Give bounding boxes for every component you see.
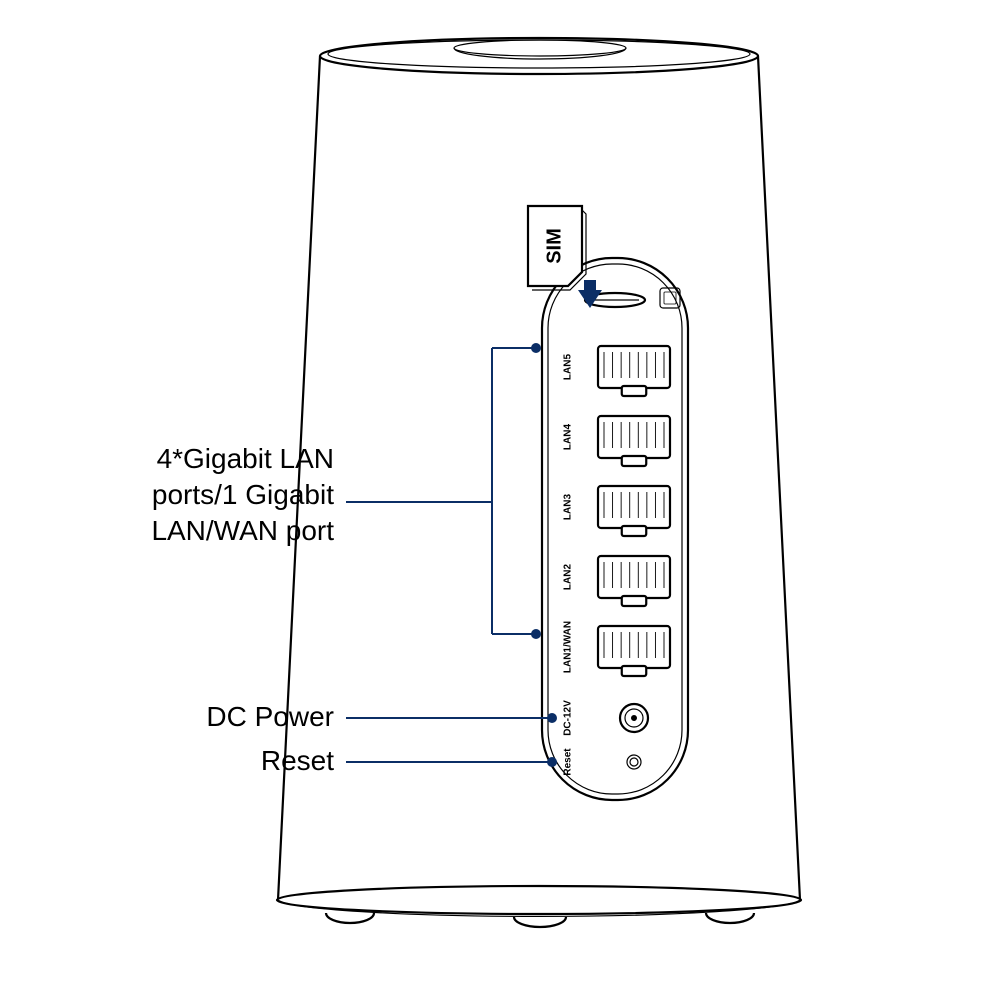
reset-hole xyxy=(627,755,641,769)
device-body-sides xyxy=(278,56,800,900)
callout-lan-ports-text-0: 4*Gigabit LAN xyxy=(157,443,334,474)
port-label-1: LAN4 xyxy=(563,424,574,451)
callout-lan-ports-text-2: LAN/WAN port xyxy=(151,515,334,546)
ethernet-port xyxy=(598,346,670,396)
callout-dot xyxy=(531,629,541,639)
port-label-0: LAN5 xyxy=(563,354,574,381)
router-diagram: LAN5 LAN4 LAN3 LAN2 LAN1/WAN DC-12V Reset SIM 4*… xyxy=(0,0,1000,1000)
port-label-4: LAN1/WAN xyxy=(563,621,574,673)
port-label-3: LAN2 xyxy=(563,564,574,591)
device-foot-0 xyxy=(326,913,374,923)
callout-dot xyxy=(547,757,557,767)
device-foot-1 xyxy=(514,917,566,927)
device-base xyxy=(277,886,801,914)
sim-card-label: SIM xyxy=(543,228,565,264)
dc-label: DC-12V xyxy=(563,700,574,736)
callout-lan-ports-text-1: ports/1 Gigabit xyxy=(152,479,334,510)
callout-reset-text-0: Reset xyxy=(261,745,334,776)
port-label-2: LAN3 xyxy=(563,494,574,521)
callout-dc-power-text-0: DC Power xyxy=(206,701,334,732)
ethernet-port xyxy=(598,556,670,606)
device-foot-2 xyxy=(706,913,754,923)
dc-jack-pin xyxy=(631,715,637,721)
callout-dot xyxy=(547,713,557,723)
reset-label: Reset xyxy=(563,748,574,776)
ethernet-port xyxy=(598,486,670,536)
ethernet-port xyxy=(598,416,670,466)
callout-dot xyxy=(531,343,541,353)
ethernet-port xyxy=(598,626,670,676)
